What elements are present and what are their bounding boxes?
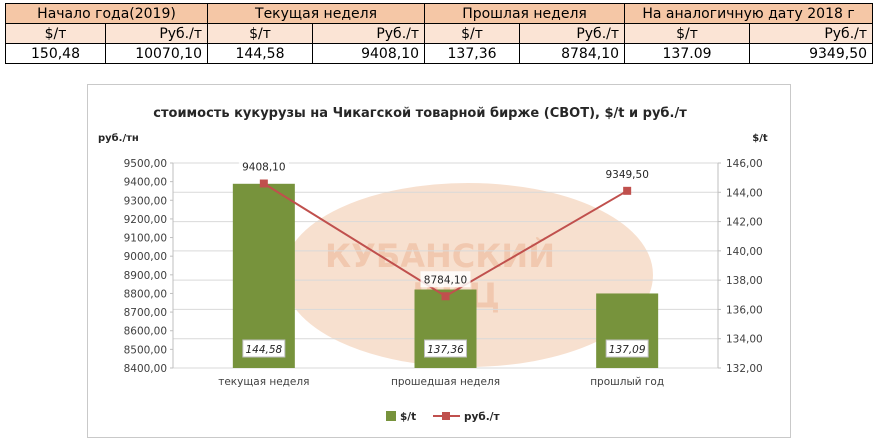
left-tick-label: 8500,00 (124, 344, 167, 356)
header-row: Начало года(2019) Текущая неделя Прошлая… (5, 3, 874, 24)
value-cell: 9408,10 (311, 43, 426, 64)
unit-row: $/т Руб./т $/т Руб./т $/т Руб./т $/т Руб… (5, 23, 874, 44)
header-current-week: Текущая неделя (206, 3, 426, 24)
left-tick-label: 9500,00 (124, 158, 167, 170)
value-cell: 10070,10 (105, 43, 208, 64)
bar-data-label: 144,58 (245, 344, 282, 356)
right-tick-label: 146,00 (726, 158, 763, 170)
line-marker (259, 179, 268, 188)
unit-cell: Руб./т (311, 23, 426, 44)
line-marker (623, 186, 632, 195)
unit-cell: $/т (624, 23, 751, 44)
line-data-label: 9349,50 (605, 169, 648, 181)
bar-data-label: 137,36 (427, 344, 464, 356)
right-tick-label: 142,00 (726, 217, 763, 229)
left-tick-label: 8700,00 (124, 307, 167, 319)
bar-label-box (424, 339, 467, 358)
value-cell: 150,48 (5, 43, 106, 64)
value-cell: 137,36 (424, 43, 521, 64)
line-label-box (238, 158, 289, 175)
bar (232, 183, 295, 368)
legend-line-marker (442, 412, 450, 420)
category-label: прошедшая неделя (391, 376, 500, 388)
left-tick-label: 9100,00 (124, 233, 167, 245)
legend: $/t руб./т (386, 411, 501, 423)
line-marker (441, 292, 450, 301)
left-tick-label: 9000,00 (124, 251, 167, 263)
right-tick-label: 134,00 (726, 334, 763, 346)
left-tick-label: 8600,00 (124, 326, 167, 338)
bar-label-box (605, 339, 649, 358)
value-cell: 9349,50 (749, 43, 874, 64)
left-tick-label: 8800,00 (124, 288, 167, 300)
right-axis-label: $/t (752, 133, 768, 144)
left-tick-label: 8400,00 (124, 363, 167, 375)
line-series: 9408,10 8784,10 9349,50 (238, 158, 653, 301)
left-axis-label: руб./тн (98, 132, 139, 144)
left-tick-label: 9400,00 (124, 177, 167, 189)
right-tick-label: 144,00 (726, 187, 763, 199)
value-row: 150,48 10070,10 144,58 9408,10 137,36 87… (5, 43, 874, 64)
bar-series: 144,58 137,36 137,09 (232, 183, 659, 368)
category-label: текущая неделя (218, 376, 309, 388)
unit-cell: $/т (5, 23, 106, 44)
right-tick-label: 140,00 (726, 246, 763, 258)
legend-bar-label: $/t (400, 411, 416, 423)
header-same-date-2018: На аналогичную дату 2018 г (624, 3, 874, 24)
bar-data-label: 137,09 (609, 344, 646, 356)
left-tick-label: 9300,00 (124, 195, 167, 207)
chart-title: стоимость кукурузы на Чикагской товарной… (153, 106, 687, 121)
left-tick-label: 8900,00 (124, 270, 167, 282)
unit-cell: Руб./т (749, 23, 874, 44)
chart-area: КУБАНСКИЙ ИКЦ стоимость кукурузы на Чика… (87, 84, 791, 438)
line-data-label: 8784,10 (424, 274, 467, 286)
unit-cell: Руб./т (105, 23, 208, 44)
category-label: прошлый год (590, 376, 664, 388)
value-cell: 137.09 (624, 43, 751, 64)
left-tick-label: 9200,00 (124, 214, 167, 226)
unit-cell: $/т (424, 23, 521, 44)
line-label-box (420, 271, 471, 288)
legend-line-label: руб./т (464, 411, 501, 423)
right-tick-label: 132,00 (726, 363, 763, 375)
unit-cell: $/т (207, 23, 313, 44)
bar-label-box (242, 339, 286, 358)
chart-svg: КУБАНСКИЙ ИКЦ стоимость кукурузы на Чика… (98, 106, 768, 423)
value-cell: 8784,10 (519, 43, 626, 64)
axis-ticks: 8400,00 8500,00 8600,00 8700,00 8800,00 8900,… (124, 158, 763, 388)
right-tick-label: 138,00 (726, 275, 763, 287)
header-previous-week: Прошлая неделя (424, 3, 626, 24)
unit-cell: Руб./т (519, 23, 626, 44)
right-tick-label: 136,00 (726, 304, 763, 316)
header-start-of-year: Начало года(2019) (5, 3, 208, 24)
price-table: Начало года(2019) Текущая неделя Прошлая… (5, 3, 874, 64)
legend-bar-swatch (386, 411, 396, 421)
line-label-box (602, 165, 653, 182)
line-data-label: 9408,10 (242, 162, 285, 174)
value-cell: 144,58 (207, 43, 313, 64)
